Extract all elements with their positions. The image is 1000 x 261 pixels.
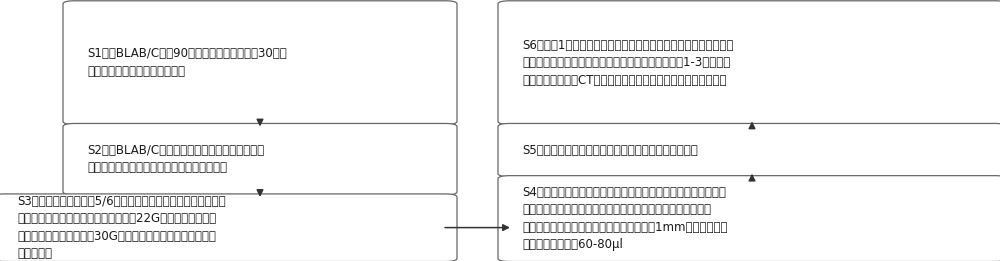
FancyBboxPatch shape — [63, 1, 457, 124]
Text: S2：在BLAB/C裸鼠呼吸和心跳等正常的情况下，
将小鼠以仰卧位固定在动物手术台上进行实验: S2：在BLAB/C裸鼠呼吸和心跳等正常的情况下， 将小鼠以仰卧位固定在动物手术… — [87, 144, 264, 174]
Text: S6：每隔1个月对实验组和对照组的小鼠进行一次体重称量并记录
数据，实验组的小鼠从诱发后的第三个月开始，每隔1-3个月对小
鼠分批次进行胸部CT扫描，实时观察小: S6：每隔1个月对实验组和对照组的小鼠进行一次体重称量并记录 数据，实验组的小鼠… — [522, 39, 733, 87]
Text: S5：注射完成后，将针头退出，并观察小鼠的生命体征: S5：注射完成后，将针头退出，并观察小鼠的生命体征 — [522, 144, 698, 157]
FancyBboxPatch shape — [0, 194, 457, 261]
Text: S4：沿提拉皮肤的反向方位对裸鼠胸腔进针，破溃壁层胸膜后，
旋转针头与左侧胸壁平行，并使针头方向指向左侧胸锁关节，
体表观察针头位置，并于距离左侧胸锁关节1mm: S4：沿提拉皮肤的反向方位对裸鼠胸腔进针，破溃壁层胸膜后， 旋转针头与左侧胸壁平… — [522, 186, 728, 251]
FancyBboxPatch shape — [498, 1, 1000, 124]
FancyBboxPatch shape — [498, 123, 1000, 177]
Text: S1：取BLAB/C裸鼠90只作为实验组，对照组30只，
统一放入培养箱中进行正常培养: S1：取BLAB/C裸鼠90只作为实验组，对照组30只， 统一放入培养箱中进行正… — [87, 48, 287, 78]
Text: S3：在小鼠的左侧肋骨5/6肋间隙与左侧胸壁腋前线的交点处，
使用显微镊提拉该处的皮肤，随后使用22G无菌锐针头对该处
皮肤进行破口，随后使用30G无菌钝枕头沿: S3：在小鼠的左侧肋骨5/6肋间隙与左侧胸壁腋前线的交点处， 使用显微镊提拉该处… — [17, 195, 226, 260]
FancyBboxPatch shape — [498, 176, 1000, 261]
FancyBboxPatch shape — [63, 123, 457, 195]
